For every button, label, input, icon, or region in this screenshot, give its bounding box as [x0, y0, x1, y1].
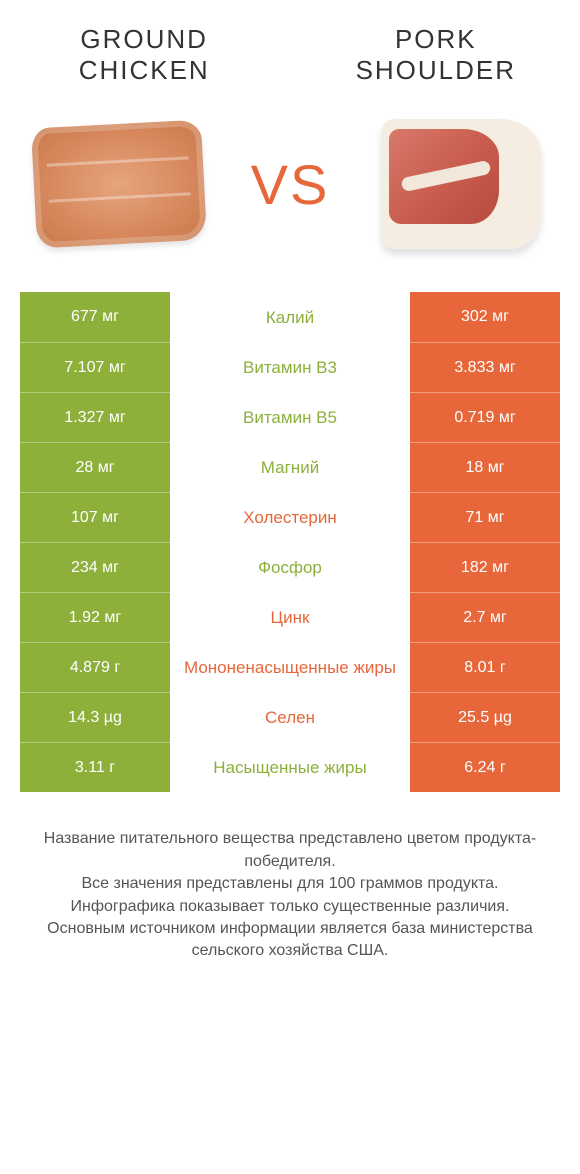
table-row: 3.11 гНасыщенные жиры6.24 г	[20, 742, 560, 792]
left-product-title: Ground chicken	[20, 24, 268, 86]
nutrient-label: Фосфор	[172, 542, 408, 592]
left-value: 7.107 мг	[20, 342, 170, 392]
right-product-image	[366, 104, 556, 264]
right-product-title: Pork shoulder	[312, 24, 560, 86]
right-value: 182 мг	[410, 542, 560, 592]
table-row: 4.879 гМононенасыщенные жиры8.01 г	[20, 642, 560, 692]
table-row: 1.327 мгВитамин B50.719 мг	[20, 392, 560, 442]
left-value: 28 мг	[20, 442, 170, 492]
table-row: 14.3 µgСелен25.5 µg	[20, 692, 560, 742]
nutrient-label: Витамин B3	[172, 342, 408, 392]
right-value: 25.5 µg	[410, 692, 560, 742]
table-row: 107 мгХолестерин71 мг	[20, 492, 560, 542]
right-value: 0.719 мг	[410, 392, 560, 442]
right-value: 8.01 г	[410, 642, 560, 692]
table-row: 1.92 мгЦинк2.7 мг	[20, 592, 560, 642]
table-row: 7.107 мгВитамин B33.833 мг	[20, 342, 560, 392]
left-value: 14.3 µg	[20, 692, 170, 742]
left-product-image	[24, 104, 214, 264]
footnote-text: Название питательного вещества представл…	[20, 828, 560, 962]
right-value: 302 мг	[410, 292, 560, 342]
nutrient-label: Магний	[172, 442, 408, 492]
left-value: 234 мг	[20, 542, 170, 592]
left-value: 4.879 г	[20, 642, 170, 692]
hero-row: VS	[20, 104, 560, 264]
nutrient-label: Селен	[172, 692, 408, 742]
table-row: 234 мгФосфор182 мг	[20, 542, 560, 592]
right-value: 3.833 мг	[410, 342, 560, 392]
nutrient-label: Мононенасыщенные жиры	[172, 642, 408, 692]
pork-shoulder-icon	[381, 119, 541, 249]
comparison-table: 677 мгКалий302 мг7.107 мгВитамин B33.833…	[20, 292, 560, 792]
nutrient-label: Витамин B5	[172, 392, 408, 442]
nutrient-label: Калий	[172, 292, 408, 342]
table-row: 28 мгМагний18 мг	[20, 442, 560, 492]
ground-chicken-icon	[31, 120, 207, 249]
nutrient-label: Насыщенные жиры	[172, 742, 408, 792]
left-value: 1.327 мг	[20, 392, 170, 442]
nutrient-label: Холестерин	[172, 492, 408, 542]
title-row: Ground chicken Pork shoulder	[20, 24, 560, 86]
left-value: 3.11 г	[20, 742, 170, 792]
right-value: 2.7 мг	[410, 592, 560, 642]
vs-label: VS	[251, 152, 330, 217]
left-value: 1.92 мг	[20, 592, 170, 642]
right-value: 18 мг	[410, 442, 560, 492]
right-value: 71 мг	[410, 492, 560, 542]
left-value: 107 мг	[20, 492, 170, 542]
table-row: 677 мгКалий302 мг	[20, 292, 560, 342]
right-value: 6.24 г	[410, 742, 560, 792]
left-value: 677 мг	[20, 292, 170, 342]
nutrient-label: Цинк	[172, 592, 408, 642]
